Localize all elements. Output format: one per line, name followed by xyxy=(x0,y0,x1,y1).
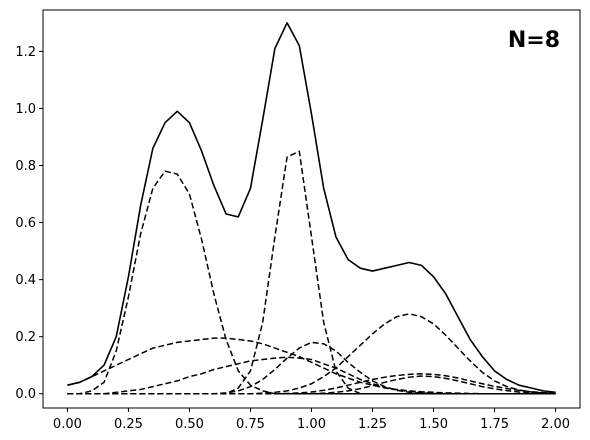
x-tick-label: 0.25 xyxy=(114,417,143,432)
y-tick-label: 1.2 xyxy=(15,45,36,60)
x-tick-label: 1.00 xyxy=(297,417,326,432)
y-tick-label: 1.0 xyxy=(15,102,36,117)
x-tick-label: 0.75 xyxy=(236,417,265,432)
x-tick-label: 0.00 xyxy=(53,417,82,432)
annotation-label: N=8 xyxy=(508,28,560,53)
y-tick-label: 0.6 xyxy=(15,216,36,231)
x-axis: 0.00 0.25 0.50 0.75 1.00 1.25 1.50 1.75 2.00 xyxy=(53,408,570,432)
y-tick-label: 0.4 xyxy=(15,273,36,288)
x-tick-label: 1.75 xyxy=(480,417,509,432)
plot-frame xyxy=(42,9,581,409)
component-curve-6 xyxy=(67,313,556,395)
y-tick-label: 0.2 xyxy=(15,330,36,345)
y-tick-label: 0.0 xyxy=(15,387,36,402)
x-tick-label: 0.50 xyxy=(175,417,204,432)
x-tick-label: 1.25 xyxy=(358,417,387,432)
component-curve-3 xyxy=(67,337,556,395)
series-layer xyxy=(67,22,556,395)
x-tick-label: 1.50 xyxy=(419,417,448,432)
total-curve xyxy=(67,22,556,394)
y-axis: 0.0 0.2 0.4 0.6 0.8 1.0 1.2 xyxy=(15,45,43,402)
x-tick-label: 2.00 xyxy=(541,417,570,432)
component-curve-8 xyxy=(67,375,556,395)
y-tick-label: 0.8 xyxy=(15,159,36,174)
